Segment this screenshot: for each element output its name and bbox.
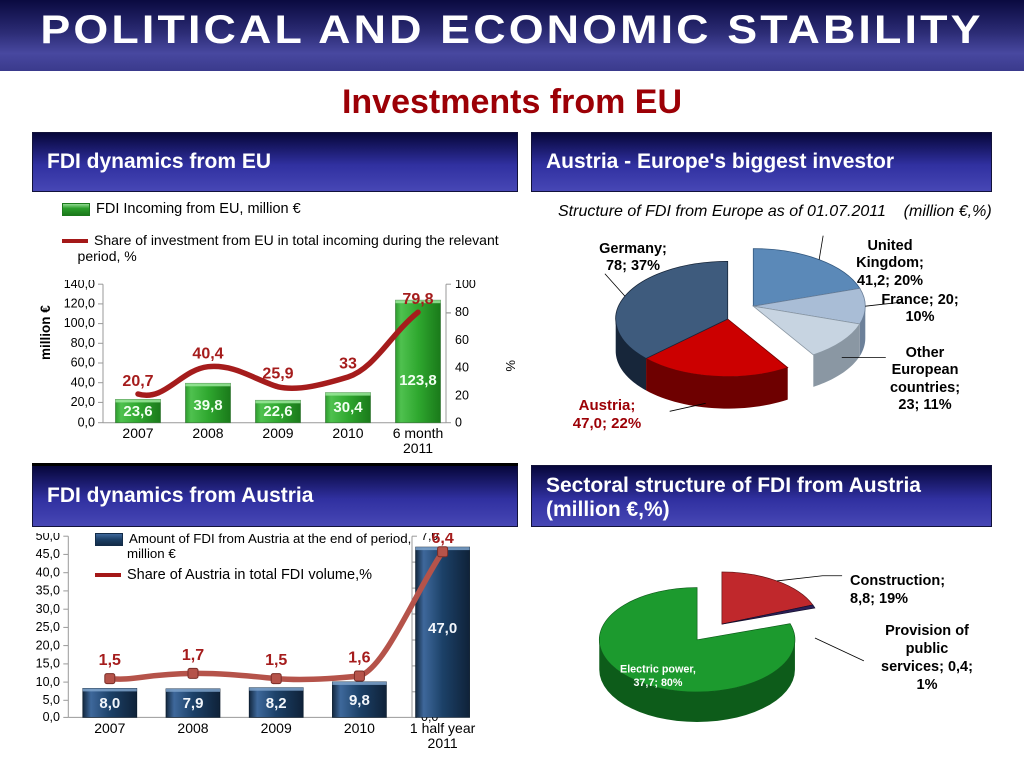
svg-text:100: 100	[455, 280, 476, 291]
svg-text:15,0: 15,0	[36, 657, 60, 671]
svg-text:8,0: 8,0	[99, 695, 120, 712]
svg-text:25,9: 25,9	[262, 366, 293, 383]
svg-text:9,8: 9,8	[349, 692, 370, 709]
svg-text:40,4: 40,4	[192, 346, 223, 363]
svg-text:0,0: 0,0	[78, 415, 95, 429]
svg-text:0,0: 0,0	[43, 710, 60, 724]
svg-text:2007: 2007	[122, 425, 153, 441]
svg-text:2010: 2010	[344, 720, 375, 736]
svg-text:30,0: 30,0	[36, 602, 60, 616]
svg-text:20: 20	[455, 388, 469, 402]
svg-text:1,5: 1,5	[99, 652, 121, 669]
svg-text:1 half year: 1 half year	[410, 720, 476, 736]
svg-text:2007: 2007	[94, 720, 125, 736]
svg-text:million €: million €	[38, 305, 53, 360]
svg-text:37,7; 80%: 37,7; 80%	[633, 677, 682, 689]
svg-text:80,0: 80,0	[71, 336, 95, 350]
svg-text:39,8: 39,8	[193, 397, 222, 414]
svg-text:2009: 2009	[261, 720, 292, 736]
svg-text:2009: 2009	[262, 425, 293, 441]
svg-text:60: 60	[455, 333, 469, 347]
svg-text:25,0: 25,0	[36, 620, 60, 634]
svg-text:20,0: 20,0	[71, 395, 95, 409]
svg-text:23,6: 23,6	[123, 403, 152, 420]
svg-text:6 month: 6 month	[393, 425, 444, 441]
svg-text:30,4: 30,4	[333, 399, 363, 416]
svg-text:2010: 2010	[332, 425, 363, 441]
svg-text:2011: 2011	[428, 735, 458, 751]
svg-text:1,5: 1,5	[265, 652, 287, 669]
svg-text:45,0: 45,0	[36, 547, 60, 561]
svg-text:1,6: 1,6	[348, 650, 370, 667]
svg-text:7,9: 7,9	[183, 695, 204, 712]
svg-text:6,4: 6,4	[431, 533, 453, 547]
svg-text:60,0: 60,0	[71, 356, 95, 370]
svg-text:120,0: 120,0	[64, 297, 95, 311]
svg-text:20,0: 20,0	[36, 638, 60, 652]
svg-text:50,0: 50,0	[36, 533, 60, 543]
svg-text:22,6: 22,6	[263, 403, 292, 420]
svg-text:2008: 2008	[177, 720, 208, 736]
svg-text:33: 33	[339, 356, 357, 373]
svg-text:123,8: 123,8	[399, 372, 437, 389]
svg-text:Electric power,: Electric power,	[620, 663, 696, 675]
svg-text:8,2: 8,2	[266, 695, 287, 712]
svg-text:79,8: 79,8	[402, 291, 433, 308]
svg-text:2011: 2011	[403, 440, 433, 456]
svg-text:35,0: 35,0	[36, 584, 60, 598]
svg-text:0: 0	[455, 415, 462, 429]
svg-text:10,0: 10,0	[36, 675, 60, 689]
svg-text:%: %	[503, 360, 518, 372]
svg-text:40: 40	[455, 361, 469, 375]
svg-text:2008: 2008	[192, 425, 223, 441]
svg-text:80: 80	[455, 305, 469, 319]
svg-text:40,0: 40,0	[36, 566, 60, 580]
svg-text:40,0: 40,0	[71, 375, 95, 389]
svg-text:140,0: 140,0	[64, 280, 95, 291]
svg-text:1,7: 1,7	[182, 647, 204, 664]
svg-text:47,0: 47,0	[428, 620, 457, 637]
svg-text:20,7: 20,7	[122, 373, 153, 390]
svg-text:100,0: 100,0	[64, 316, 95, 330]
svg-text:5,0: 5,0	[43, 693, 60, 707]
